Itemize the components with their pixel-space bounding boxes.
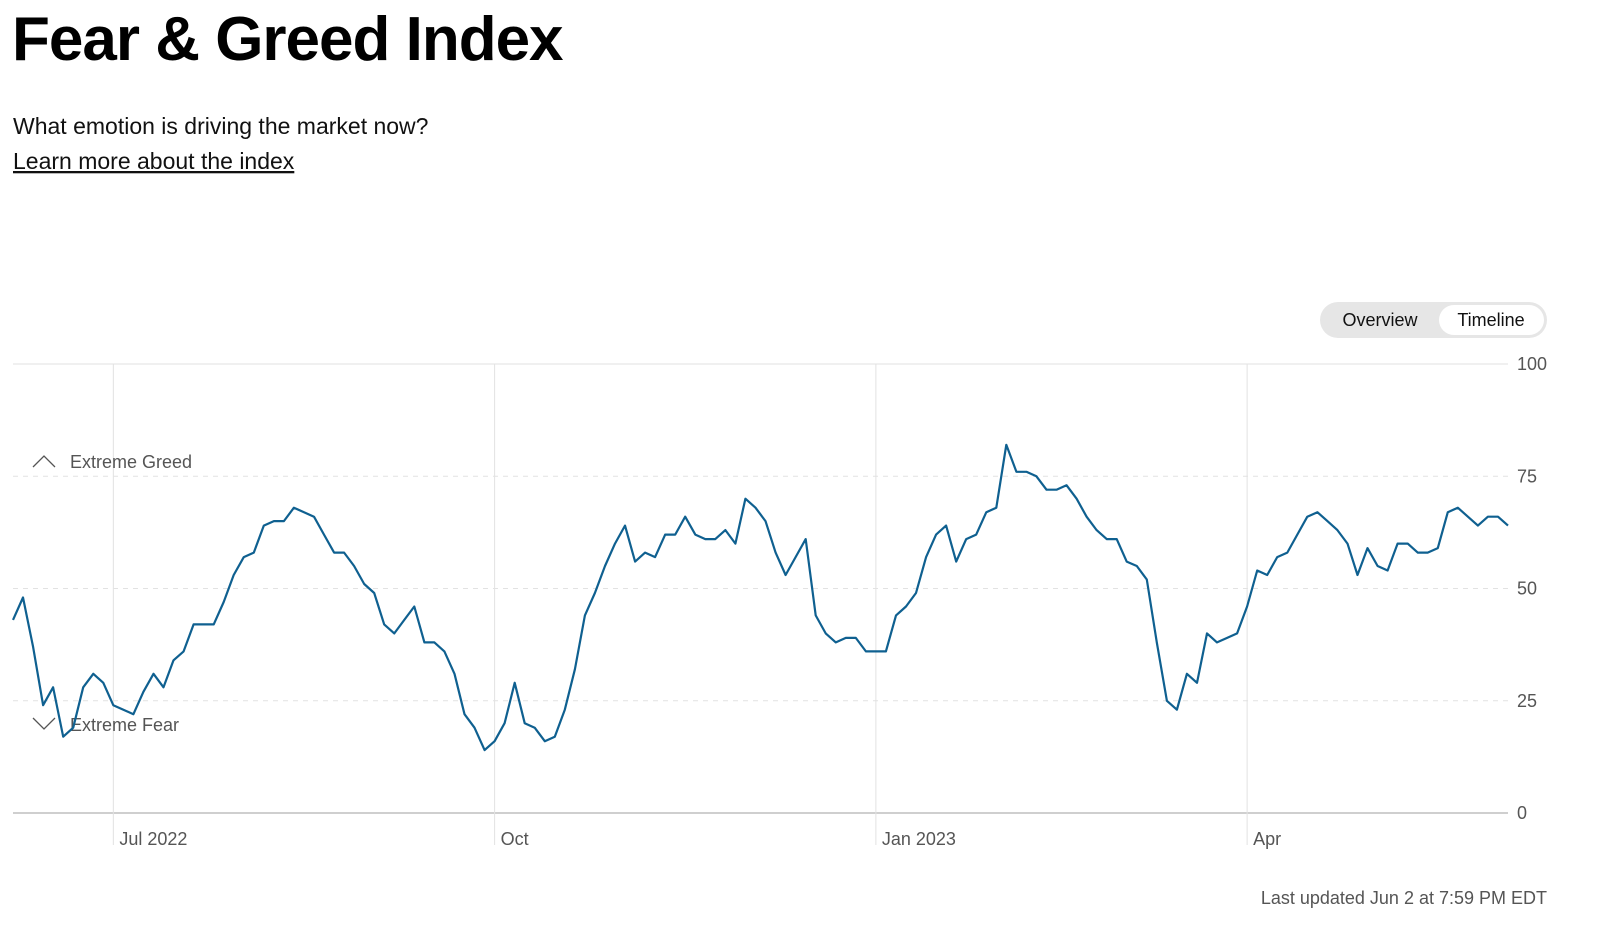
y-tick-label: 100 [1517, 354, 1547, 374]
extreme-fear-label: Extreme Fear [70, 715, 179, 735]
overview-button[interactable]: Overview [1342, 310, 1418, 330]
learn-more-link[interactable]: Learn more about the index [13, 148, 295, 174]
y-tick-label: 0 [1517, 803, 1527, 823]
last-updated: Last updated Jun 2 at 7:59 PM EDT [1261, 888, 1547, 908]
up-chevron [32, 455, 56, 468]
y-tick-label: 50 [1517, 579, 1537, 599]
extreme-greed-label: Extreme Greed [70, 452, 192, 472]
timeline-button[interactable]: Timeline [1457, 310, 1524, 330]
x-tick-label: Jul 2022 [119, 829, 187, 849]
toggle-active [1439, 305, 1544, 335]
page-title: Fear & Greed Index [12, 5, 564, 74]
down-chevron [32, 717, 56, 730]
subtitle: What emotion is driving the market now? [13, 113, 428, 139]
x-tick-label: Jan 2023 [882, 829, 956, 849]
x-tick-label: Oct [501, 829, 529, 849]
y-tick-label: 25 [1517, 691, 1537, 711]
y-tick-label: 75 [1517, 466, 1537, 486]
index-line [11, 443, 1509, 752]
x-tick-label: Apr [1253, 829, 1281, 849]
